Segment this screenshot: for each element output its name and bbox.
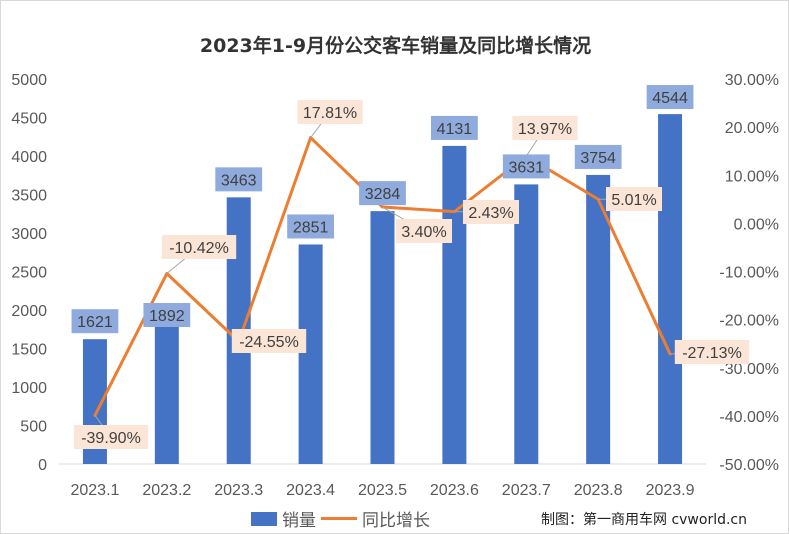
y-left-tick: 500 xyxy=(20,419,47,436)
bar-data-label-bg xyxy=(646,85,694,109)
bar-data-label: 1892 xyxy=(149,308,185,325)
y-left-tick: 4000 xyxy=(11,149,47,166)
y-right-tick: -10.00% xyxy=(719,265,779,282)
line-data-label-bg xyxy=(231,329,307,353)
credit-text: 制图：第一商用车网 cvworld.cn xyxy=(541,512,748,528)
x-tick-label: 2023.2 xyxy=(142,482,191,499)
y-left-tick: 4500 xyxy=(11,111,47,128)
y-right-tick: 20.00% xyxy=(725,120,779,137)
x-tick-label: 2023.5 xyxy=(358,482,407,499)
y-left-tick: 2500 xyxy=(11,265,47,282)
line-data-label: -24.55% xyxy=(239,334,299,351)
bar-data-label: 1621 xyxy=(77,314,113,331)
line-data-label-bg xyxy=(463,200,519,224)
legend-label-sales: 销量 xyxy=(282,511,316,531)
bar-data-label-bg xyxy=(502,154,550,179)
line-data-label-bg xyxy=(606,187,662,211)
line-data-label: 13.97% xyxy=(518,121,572,138)
y-left-tick: 3000 xyxy=(11,226,47,243)
x-tick-label: 2023.7 xyxy=(502,482,551,499)
y-right-tick: 10.00% xyxy=(725,168,779,185)
bar-data-label: 2851 xyxy=(293,219,329,236)
y-left-tick: 1500 xyxy=(11,342,47,359)
line-data-label-bg xyxy=(161,235,237,259)
chart-title: 2023年1-9月份公交客车销量及同比增长情况 xyxy=(199,35,592,57)
x-tick-label: 2023.1 xyxy=(70,482,119,499)
bar-data-label-bg xyxy=(71,309,119,334)
bar-data-label: 4131 xyxy=(437,121,473,138)
legend-line-swatch xyxy=(321,517,357,520)
y-left-tick: 3500 xyxy=(11,188,47,205)
y-right-tick: 0.00% xyxy=(734,216,779,233)
line-data-label-bg xyxy=(512,116,578,140)
bar-data-label-bg xyxy=(215,167,263,192)
y-right-tick: -20.00% xyxy=(719,313,779,330)
bar-data-label: 3631 xyxy=(508,159,544,176)
bar xyxy=(586,174,611,464)
x-tick-label: 2023.6 xyxy=(430,482,479,499)
legend: 销量 同比增长 xyxy=(251,506,430,531)
line-data-label: 17.81% xyxy=(303,105,357,122)
line-data-label: 3.40% xyxy=(401,224,446,241)
bar xyxy=(298,244,323,464)
y-left-tick: 1000 xyxy=(11,380,47,397)
line-data-label-bg xyxy=(674,340,750,364)
bar xyxy=(154,318,179,464)
bar-data-label-bg xyxy=(287,214,335,239)
bar-data-label-bg xyxy=(430,115,478,140)
line-data-label-bg xyxy=(297,100,363,124)
y-right-tick: -40.00% xyxy=(719,409,779,426)
line-data-label: 2.43% xyxy=(468,205,513,222)
bar-data-label: 4544 xyxy=(652,90,688,107)
bar xyxy=(370,211,395,464)
legend-label-growth: 同比增长 xyxy=(362,511,430,531)
line-data-label: -39.90% xyxy=(81,430,141,447)
bar xyxy=(658,114,683,464)
x-tick-label: 2023.3 xyxy=(214,482,263,499)
y-right-tick: -50.00% xyxy=(719,457,779,474)
bar-data-label-bg xyxy=(574,144,622,169)
y-left-tick: 2000 xyxy=(11,303,47,320)
legend-bar-swatch xyxy=(251,511,277,526)
y-left-tick: 5000 xyxy=(11,72,47,89)
y-right-tick: 30.00% xyxy=(725,72,779,89)
line-data-label-bg xyxy=(396,219,452,243)
bar-data-label-bg xyxy=(143,303,191,327)
bar-data-label: 3284 xyxy=(365,186,401,203)
bar-data-label-bg xyxy=(359,181,406,206)
line-data-label: -27.13% xyxy=(682,345,742,362)
line-data-label: 5.01% xyxy=(611,192,656,209)
x-tick-label: 2023.9 xyxy=(646,482,695,499)
y-right-tick: -30.00% xyxy=(719,361,779,378)
x-tick-label: 2023.8 xyxy=(574,482,623,499)
bar xyxy=(442,145,467,464)
line-data-label: -10.42% xyxy=(169,240,229,257)
x-tick-label: 2023.4 xyxy=(286,482,335,499)
y-left-tick: 0 xyxy=(38,457,47,474)
bar-data-label: 3463 xyxy=(221,172,257,189)
bar-data-label: 3754 xyxy=(580,150,616,167)
bar xyxy=(514,184,539,464)
line-data-label-bg xyxy=(73,425,149,449)
